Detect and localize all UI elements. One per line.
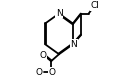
Text: O: O (36, 68, 43, 77)
Text: N: N (56, 9, 62, 18)
Text: N: N (70, 40, 77, 49)
Text: O: O (40, 51, 47, 60)
Text: O: O (49, 68, 56, 77)
Text: Cl: Cl (90, 1, 99, 10)
